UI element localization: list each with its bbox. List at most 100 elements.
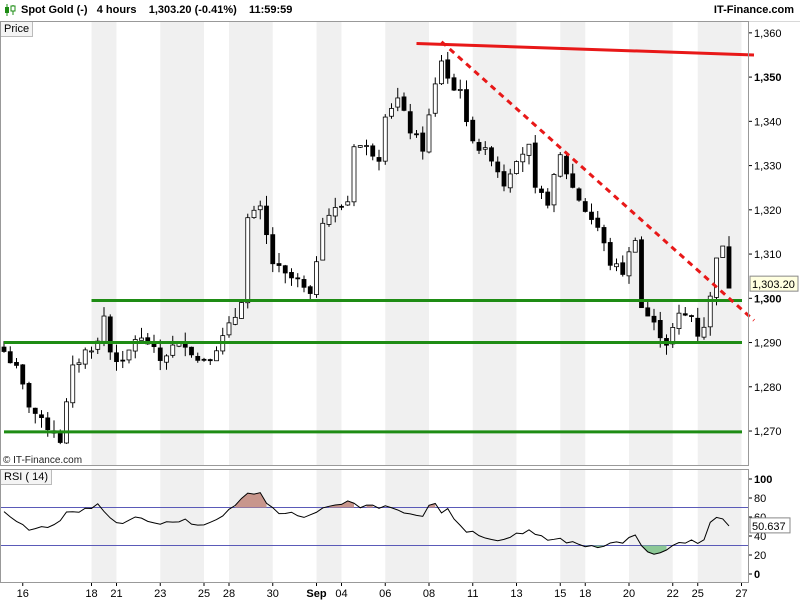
candle-body: [707, 295, 713, 328]
rsi-panel: 10080604020050.637: [0, 474, 791, 581]
rsi-tick-label: 0: [754, 569, 760, 581]
rsi-tick-label: 80: [754, 493, 766, 505]
candlestick-icon: [5, 4, 16, 16]
price-tick-label: 1,300: [754, 293, 782, 305]
candle-body: [64, 401, 69, 444]
time-tick-label: 11: [467, 588, 478, 600]
price-tick-label: 1,360: [754, 28, 782, 40]
candle-body: [14, 362, 19, 366]
candle-body: [482, 147, 488, 150]
candle-body: [426, 114, 432, 153]
time-tick-label: 20: [623, 588, 635, 600]
candle-body: [295, 277, 301, 280]
week-column: [229, 469, 273, 582]
watermark: © IT-Finance.com: [3, 455, 83, 466]
week-column: [560, 469, 586, 582]
week-column: [160, 21, 204, 465]
week-column: [316, 469, 342, 582]
last-price-label: 1,303.20: [752, 279, 795, 291]
candle-body: [489, 147, 494, 162]
candle-body: [57, 432, 63, 443]
candle-body: [457, 89, 463, 91]
candle-body: [551, 174, 557, 206]
alternating-columns: [91, 21, 742, 582]
candle-body: [251, 209, 257, 218]
time-tick-label: 22: [667, 588, 679, 600]
candle-body: [401, 96, 407, 111]
candle-body: [470, 119, 476, 142]
candle-body: [651, 315, 657, 323]
price-tick-label: 1,270: [754, 426, 782, 438]
candle-body: [239, 302, 244, 319]
candle-body: [632, 240, 638, 253]
instrument-title: Spot Gold (-) 4 hours 1,303.20 (-0.41%) …: [21, 4, 293, 16]
candle-body: [126, 349, 132, 361]
candle-body: [514, 161, 519, 174]
candle-body: [157, 347, 163, 361]
week-column: [91, 21, 117, 465]
rsi-tick-label: 20: [754, 550, 766, 562]
week-column: [560, 21, 586, 465]
candle-body: [689, 315, 694, 317]
rsi-tick-label: 100: [754, 474, 772, 486]
rsi-tick-label: 40: [754, 531, 766, 543]
candle-body: [101, 315, 107, 342]
time-tick-label: 06: [379, 588, 391, 600]
rsi-overbought-fill: [366, 505, 373, 508]
candle-body: [207, 359, 213, 362]
candle-body: [614, 263, 619, 268]
candle-body: [570, 173, 576, 188]
candle-body: [382, 116, 388, 162]
candle-body: [682, 313, 688, 316]
candle-body: [232, 316, 238, 325]
candle-body: [332, 207, 338, 217]
price-tick-label: 1,280: [754, 382, 782, 394]
candle-body: [264, 205, 269, 236]
candle-body: [414, 133, 419, 136]
rsi-overbought-fill: [235, 492, 267, 508]
candle-body: [326, 214, 332, 225]
candle-body: [726, 246, 732, 289]
candle-body: [20, 364, 26, 385]
candle-body: [407, 111, 413, 134]
price-tick-label: 1,310: [754, 249, 782, 261]
candle-body: [89, 350, 94, 353]
panel-frames: [0, 21, 749, 583]
brand-name: IT-Finance.com: [713, 4, 794, 16]
time-tick-label: 13: [510, 588, 522, 600]
candle-body: [320, 222, 326, 261]
candle-body: [82, 349, 88, 365]
price-frame: [0, 21, 749, 466]
rsi-last-value-label: 50.637: [752, 521, 786, 533]
candle-body: [164, 355, 169, 363]
candle-body: [720, 245, 726, 258]
rsi-line: [3, 492, 730, 555]
last-price-box: [749, 275, 799, 292]
time-tick-label: 16: [17, 588, 29, 600]
price-tick-label: 1,340: [754, 116, 782, 128]
candle-body: [376, 157, 382, 162]
candle-body: [282, 265, 288, 274]
rsi-overbought-fill: [329, 500, 354, 508]
time-tick-label: 21: [110, 588, 122, 600]
candle-body: [351, 146, 357, 203]
candle-body: [195, 355, 201, 361]
price-tick-label: 1,320: [754, 205, 782, 217]
candle-body: [314, 261, 319, 295]
price-tick-label: 1,330: [754, 161, 782, 173]
price-trend-lines: [4, 40, 755, 434]
rsi-oversold-fill: [641, 545, 667, 555]
week-column: [160, 469, 204, 582]
week-column: [385, 469, 429, 582]
candle-body: [520, 153, 526, 163]
time-tick-label: 04: [335, 588, 347, 600]
candle-body: [132, 339, 138, 352]
time-tick-label: Sep: [306, 588, 326, 600]
candle-body: [1, 346, 7, 352]
candle-body: [714, 257, 719, 298]
time-tick-label: 30: [267, 588, 279, 600]
candle-body: [620, 262, 626, 275]
candle-body: [257, 205, 263, 211]
candle-body: [226, 322, 232, 336]
